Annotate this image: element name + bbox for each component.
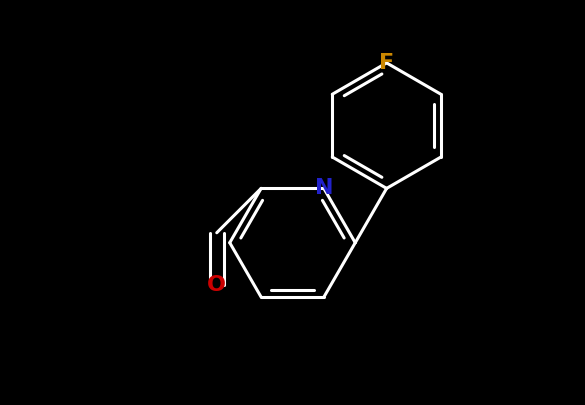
Text: N: N xyxy=(315,178,333,198)
Text: F: F xyxy=(379,53,394,73)
Text: O: O xyxy=(207,275,226,295)
